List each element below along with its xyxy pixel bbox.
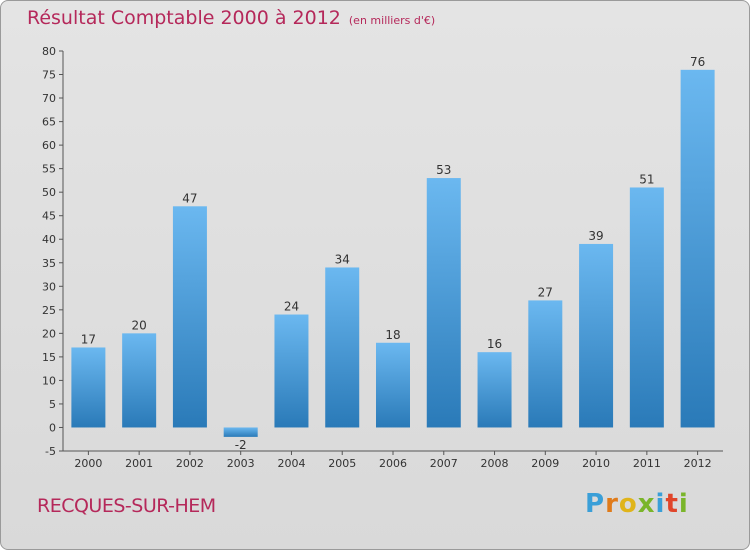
y-tick-label: 45 (42, 210, 56, 223)
y-tick-label: 15 (42, 351, 56, 364)
y-tick-label: 10 (42, 374, 56, 387)
logo-letter: r (605, 489, 619, 519)
x-tick-label: 2007 (430, 457, 458, 470)
y-tick-label: 0 (49, 421, 56, 434)
data-label-2003: -2 (235, 438, 247, 452)
bar-2001 (122, 333, 157, 428)
bar-2006 (376, 342, 410, 428)
y-tick-label: 55 (42, 163, 56, 176)
logo-letter: x (637, 489, 656, 519)
data-label-2009: 27 (538, 285, 553, 299)
y-tick-label: 35 (42, 257, 56, 270)
bar-2010 (579, 243, 614, 428)
logo-letter: i (678, 489, 689, 519)
chart-axes: -5 0 5 10 15 20 25 30 35 40 45 50 55 60 65 70 75 80 2000 20… (42, 45, 723, 470)
data-label-2002: 47 (182, 191, 197, 205)
x-tick-label: 2005 (328, 457, 356, 470)
y-tick-label: 5 (49, 398, 56, 411)
chart-data-labels: 17 20 47 -2 24 34 18 53 16 27 39 51 76 (81, 55, 706, 452)
data-label-2004: 24 (284, 300, 299, 314)
y-tick-label: 70 (42, 92, 56, 105)
y-tick-label: 80 (42, 45, 56, 58)
logo-letter: P (585, 489, 606, 519)
data-label-2011: 51 (639, 172, 654, 186)
x-tick-label: 2011 (633, 457, 661, 470)
logo-letter: i (655, 489, 666, 519)
x-tick-label: 2003 (227, 457, 255, 470)
data-label-2006: 18 (385, 328, 400, 342)
y-tick-label: 20 (42, 327, 56, 340)
chart-subtitle: (en milliers d'€) (348, 14, 436, 27)
proxiti-logo[interactable]: Proxiti (585, 489, 689, 519)
x-tick-label: 2009 (531, 457, 559, 470)
data-label-2005: 34 (335, 252, 350, 266)
data-label-2007: 53 (436, 163, 451, 177)
data-label-2000: 17 (81, 332, 96, 346)
data-label-2008: 16 (487, 337, 502, 351)
chart-title-text: Résultat Comptable 2000 à 2012 (27, 7, 341, 29)
data-label-2012: 76 (690, 55, 705, 69)
x-tick-label: 2008 (481, 457, 509, 470)
y-tick-label: 30 (42, 280, 56, 293)
x-tick-label: 2001 (125, 457, 153, 470)
bar-2003 (223, 427, 258, 437)
bar-2004 (274, 314, 309, 428)
y-tick-label: 50 (42, 186, 56, 199)
x-tick-label: 2002 (176, 457, 204, 470)
x-tick-label: 2006 (379, 457, 407, 470)
x-tick-label: 2000 (74, 457, 102, 470)
data-label-2001: 20 (132, 318, 147, 332)
bar-2011 (629, 187, 664, 428)
bar-2007 (426, 178, 461, 428)
y-tick-label: 25 (42, 304, 56, 317)
bar-2000 (71, 347, 106, 428)
data-label-2010: 39 (588, 229, 603, 243)
logo-letter: t (665, 489, 679, 519)
chart-title: Résultat Comptable 2000 à 2012 (en millie… (27, 7, 435, 29)
x-tick-label: 2010 (582, 457, 610, 470)
bar-2008 (477, 352, 512, 428)
y-tick-label: 65 (42, 116, 56, 129)
bar-2009 (528, 300, 563, 428)
bar-2002 (172, 206, 207, 428)
bar-2012 (680, 69, 715, 428)
x-tick-label: 2012 (684, 457, 712, 470)
y-tick-label: 40 (42, 233, 56, 246)
y-tick-label: 75 (42, 69, 56, 82)
bar-2005 (325, 267, 360, 428)
x-tick-label: 2004 (277, 457, 305, 470)
place-name: RECQUES-SUR-HEM (37, 495, 216, 517)
logo-letter: o (618, 489, 638, 519)
y-tick-label: -5 (45, 445, 56, 458)
chart-bars (71, 69, 715, 437)
y-tick-label: 60 (42, 139, 56, 152)
